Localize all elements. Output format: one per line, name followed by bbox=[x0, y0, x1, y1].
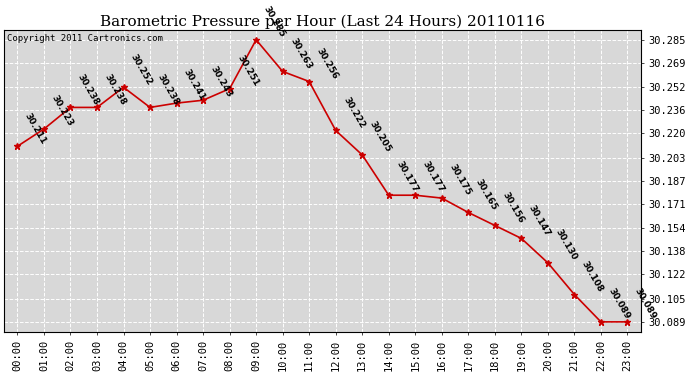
Text: 30.223: 30.223 bbox=[50, 94, 75, 128]
Title: Barometric Pressure per Hour (Last 24 Hours) 20110116: Barometric Pressure per Hour (Last 24 Ho… bbox=[100, 14, 545, 28]
Text: 30.089: 30.089 bbox=[633, 287, 658, 321]
Text: 30.177: 30.177 bbox=[394, 160, 420, 194]
Text: 30.108: 30.108 bbox=[580, 260, 605, 294]
Text: 30.241: 30.241 bbox=[182, 68, 207, 102]
Text: 30.243: 30.243 bbox=[208, 65, 234, 99]
Text: 30.205: 30.205 bbox=[368, 120, 393, 154]
Text: 30.165: 30.165 bbox=[474, 177, 499, 212]
Text: Copyright 2011 Cartronics.com: Copyright 2011 Cartronics.com bbox=[8, 34, 164, 43]
Text: 30.238: 30.238 bbox=[76, 72, 101, 106]
Text: 30.175: 30.175 bbox=[447, 163, 473, 197]
Text: 30.285: 30.285 bbox=[262, 4, 287, 39]
Text: 30.238: 30.238 bbox=[103, 72, 128, 106]
Text: 30.252: 30.252 bbox=[129, 52, 154, 87]
Text: 30.263: 30.263 bbox=[288, 36, 313, 70]
Text: 30.238: 30.238 bbox=[155, 72, 181, 106]
Text: 30.147: 30.147 bbox=[527, 203, 552, 238]
Text: 30.130: 30.130 bbox=[553, 228, 578, 262]
Text: 30.251: 30.251 bbox=[235, 54, 260, 88]
Text: 30.156: 30.156 bbox=[500, 190, 525, 225]
Text: 30.089: 30.089 bbox=[607, 287, 631, 321]
Text: 30.211: 30.211 bbox=[23, 111, 48, 146]
Text: 30.256: 30.256 bbox=[315, 46, 339, 81]
Text: 30.177: 30.177 bbox=[421, 160, 446, 194]
Text: 30.222: 30.222 bbox=[342, 95, 366, 130]
